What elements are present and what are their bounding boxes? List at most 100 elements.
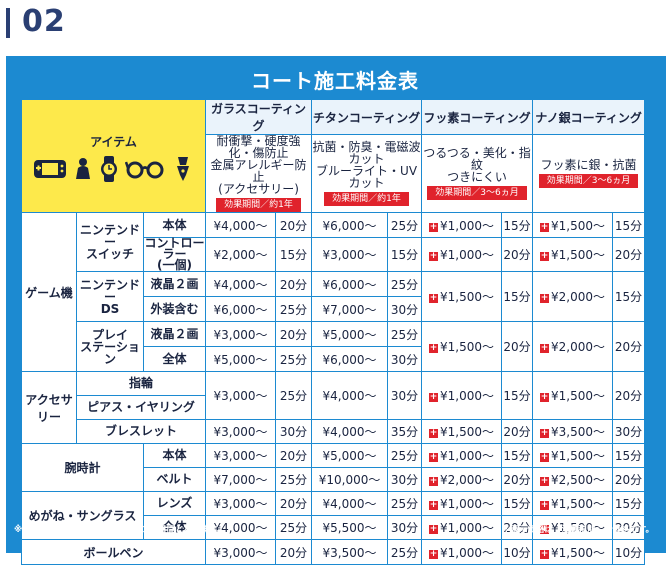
time-cell: 15分 (612, 212, 646, 238)
time-cell: 25分 (387, 212, 423, 238)
part-label: ベルト (142, 467, 207, 492)
price-cell: + ¥1,500～ (532, 212, 614, 238)
time-cell: 25分 (387, 443, 423, 468)
time-cell: 20分 (612, 237, 646, 272)
footnote-tax: ※表示価格は「消費税別」の価格です。 (502, 525, 654, 535)
price-cell: + ¥1,500～ (421, 271, 503, 322)
price-cell: ¥4,000～ (311, 419, 389, 444)
price-text: ¥1,500～ (551, 449, 606, 463)
plus-icon: + (540, 221, 550, 232)
plus-icon: + (429, 392, 439, 402)
price-cell: ¥6,000～ (311, 346, 389, 372)
price-cell: ¥3,500～ (311, 539, 389, 565)
time-cell: 15分 (501, 271, 534, 322)
time-cell: 15分 (612, 271, 646, 322)
time-cell: 25分 (275, 371, 313, 420)
price-cell: + ¥1,500～ (421, 419, 503, 444)
price-cell: + ¥2,500～ (532, 467, 614, 492)
part-label: 本体 (142, 212, 207, 238)
price-cell: ¥3,000～ (205, 371, 277, 420)
part-label: レンズ (142, 491, 207, 516)
time-cell: 25分 (275, 515, 313, 540)
part-label: ブレスレット (75, 419, 207, 444)
price-text: ¥2,000～ (551, 340, 606, 354)
time-cell: 30分 (387, 346, 423, 372)
price-cell: + ¥1,500～ (532, 491, 614, 516)
time-cell: 20分 (275, 271, 313, 297)
price-cell: ¥7,000～ (205, 467, 277, 492)
price-text: ¥1,500～ (551, 521, 606, 535)
coating-desc-glass: 耐衝撃・硬度強化・傷防止 金属アレルギー防止 (アクセサリー) 効果期間／約1年 (205, 134, 313, 213)
time-cell: 20分 (275, 321, 313, 347)
category-game: ゲーム機 (21, 212, 77, 372)
desc-line: つるつる・美化・指紋 (423, 146, 531, 172)
price-text: ¥2,000～ (551, 290, 606, 304)
time-cell: 25分 (387, 271, 423, 297)
time-cell: 30分 (612, 419, 646, 444)
glasses-icon (124, 161, 163, 178)
plus-icon: + (429, 293, 439, 303)
time-cell: 20分 (275, 491, 313, 516)
price-cell: + ¥1,000～ (421, 371, 503, 420)
plus-icon: + (540, 452, 550, 462)
time-cell: 10分 (612, 539, 646, 565)
price-cell: + ¥1,000～ (421, 237, 503, 272)
coating-desc-nanosilver: フッ素に銀・抗菌 効果期間／3～6ヵ月 (532, 134, 646, 213)
footnote-curing: ※完全硬化するまで約２週間から２０日間となります。 (14, 525, 226, 535)
price-text: ¥1,500～ (551, 497, 606, 511)
coating-name-glass: ガラスコーティング (205, 99, 313, 135)
effect-badge: 効果期間／約1年 (324, 192, 409, 206)
plus-icon: + (540, 500, 550, 510)
price-text: ¥1,000～ (440, 521, 495, 535)
plus-icon: + (429, 343, 439, 353)
price-text: ¥1,000～ (440, 248, 495, 262)
section-marker (6, 8, 10, 38)
time-cell: 15分 (501, 371, 534, 420)
coating-name-fluorine: フッ素コーティング (421, 99, 534, 135)
price-cell: + ¥1,500～ (532, 443, 614, 468)
price-text: ¥1,500～ (440, 340, 495, 354)
category-watch: 腕時計 (21, 443, 144, 492)
time-cell: 20分 (275, 443, 313, 468)
section-number: 02 (22, 4, 66, 39)
part-label: 液晶２画 (142, 271, 207, 297)
effect-badge: 効果期間／約1年 (216, 198, 301, 212)
game-console-icon (33, 159, 66, 178)
part-label: 液晶２画 (142, 321, 207, 347)
time-cell: 30分 (387, 371, 423, 420)
price-cell: ¥5,500～ (311, 515, 389, 540)
price-cell: + ¥1,500～ (532, 539, 614, 565)
time-cell: 20分 (612, 321, 646, 372)
part-label: 本体 (142, 443, 207, 468)
category-accessory: アクセサリー (21, 371, 77, 444)
price-text: ¥1,000～ (440, 497, 495, 511)
price-cell: + ¥1,500～ (532, 515, 614, 540)
price-text: ¥1,500～ (551, 248, 606, 262)
sub-playstation: プレイ ステーション (76, 321, 144, 372)
effect-badge: 効果期間／3～6ヵ月 (427, 186, 527, 200)
time-cell: 25分 (387, 321, 423, 347)
plus-icon: + (540, 548, 550, 559)
price-cell: ¥5,000～ (311, 443, 389, 468)
time-cell: 30分 (275, 419, 313, 444)
effect-badge: 効果期間／3～6ヵ月 (538, 174, 639, 188)
price-cell: ¥10,000～ (311, 467, 389, 492)
time-cell: 20分 (612, 515, 646, 540)
time-cell: 20分 (501, 237, 534, 272)
time-cell: 15分 (501, 212, 534, 238)
time-cell: 30分 (387, 467, 423, 492)
time-cell: 25分 (387, 539, 423, 565)
price-cell: ¥7,000～ (311, 296, 389, 322)
coating-name-nanosilver: ナノ銀コーティング (532, 99, 646, 135)
price-cell: + ¥1,000～ (421, 491, 503, 516)
price-text: ¥1,000～ (440, 389, 495, 403)
time-cell: 20分 (612, 371, 646, 420)
time-cell: 15分 (501, 491, 534, 516)
time-cell: 15分 (275, 237, 313, 272)
plus-icon: + (429, 452, 439, 462)
time-cell: 15分 (501, 443, 534, 468)
plus-icon: + (540, 251, 550, 261)
desc-line: 金属アレルギー防止 (210, 158, 307, 184)
time-cell: 15分 (612, 443, 646, 468)
category-pen: ボールペン (20, 539, 207, 565)
